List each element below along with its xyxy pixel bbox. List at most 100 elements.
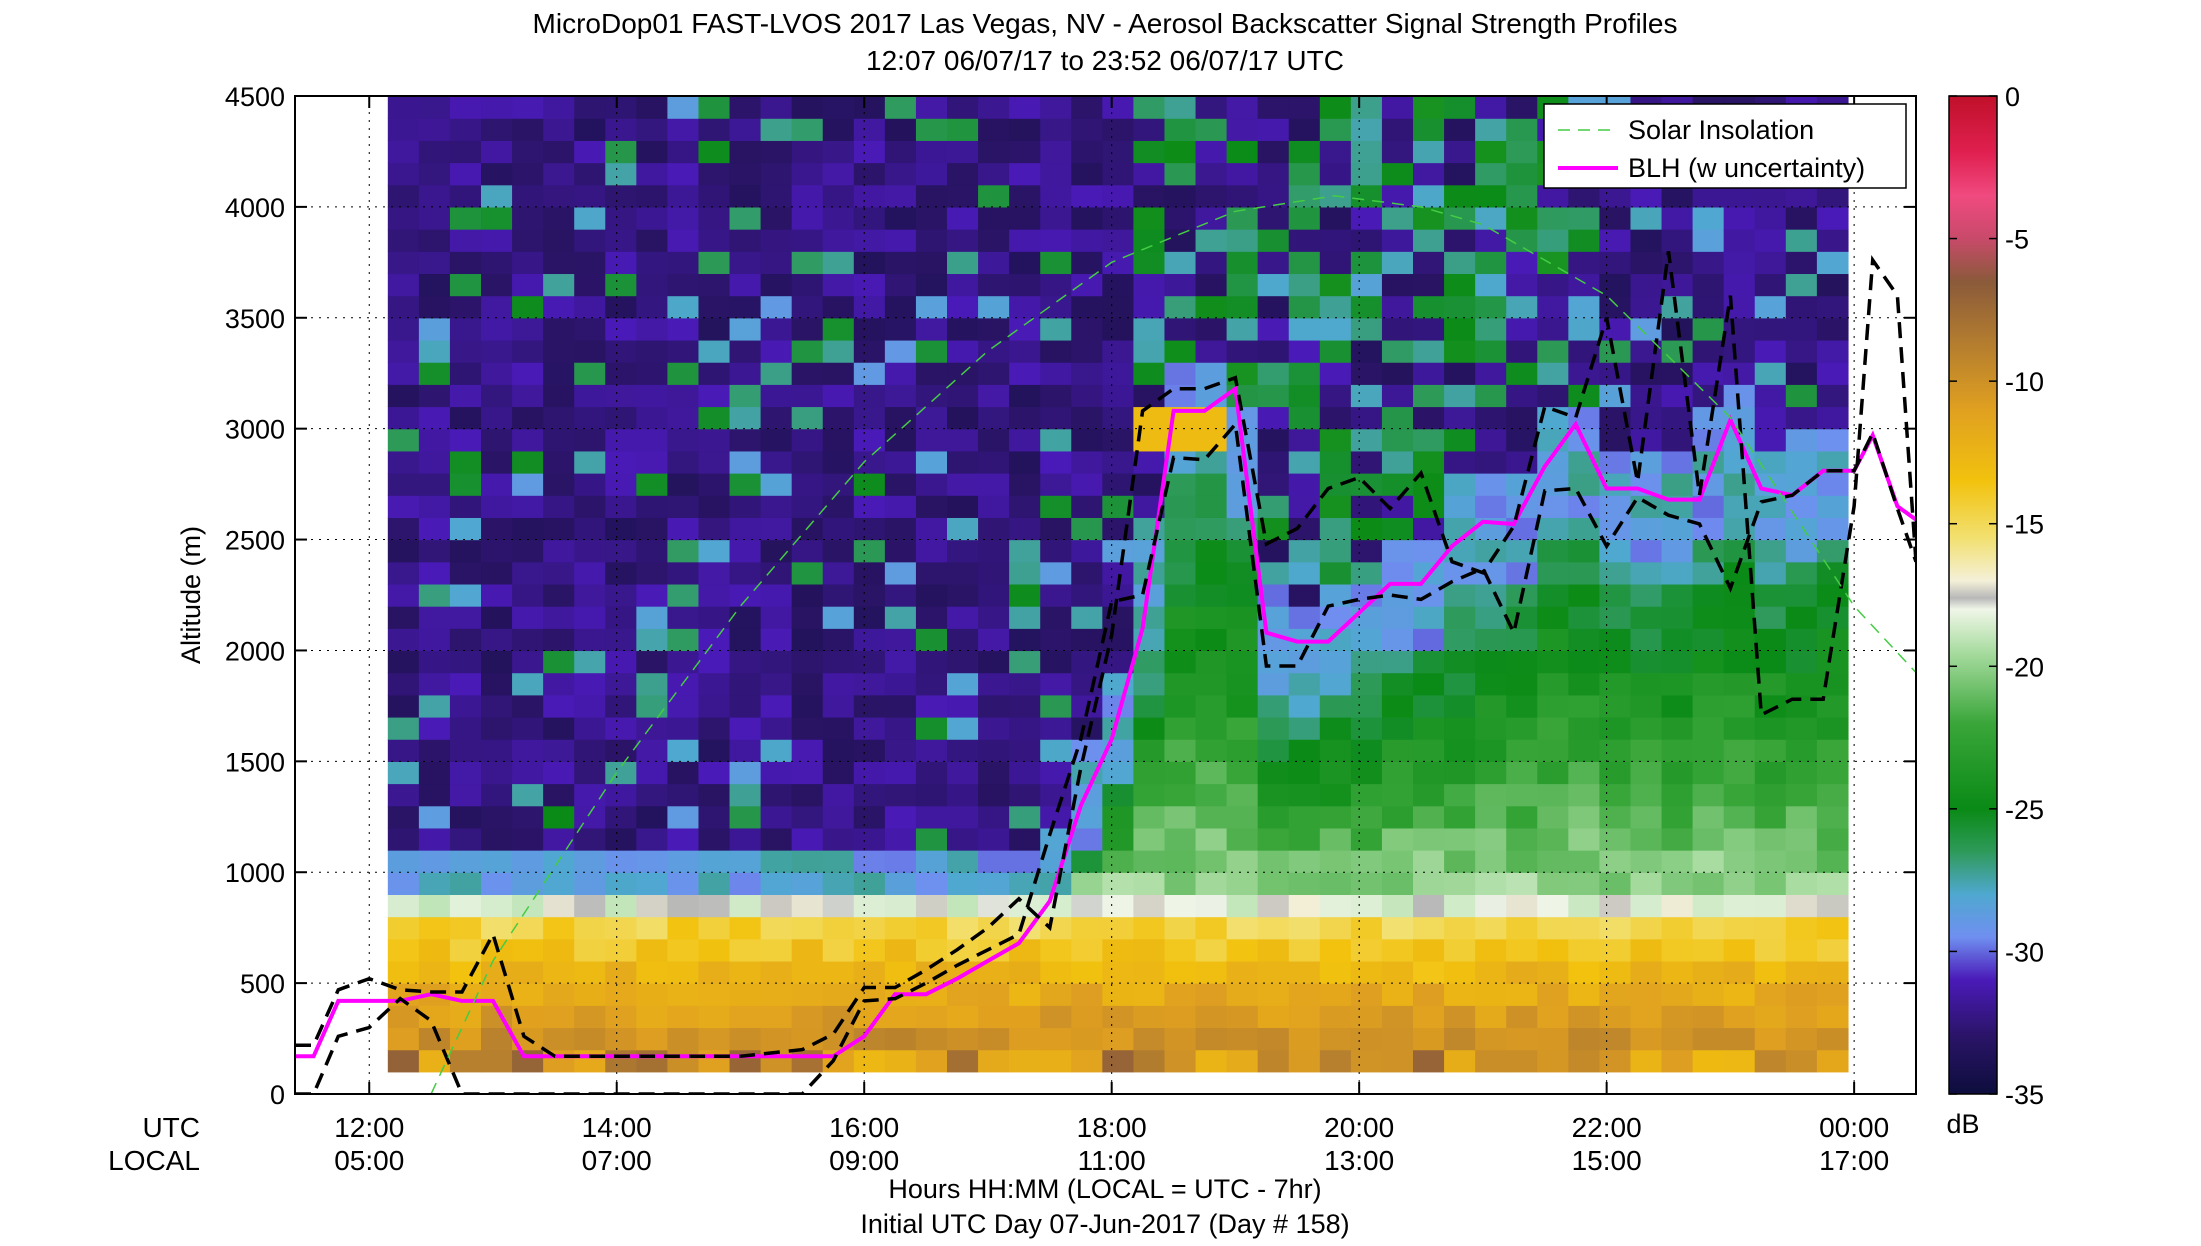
heatmap-cell	[853, 118, 886, 141]
heatmap-cell	[760, 606, 793, 629]
heatmap-cell	[1195, 628, 1228, 652]
heatmap-cell	[947, 783, 979, 807]
heatmap-cell	[760, 406, 793, 430]
heatmap-cell	[1537, 317, 1569, 341]
heatmap-cell	[543, 916, 575, 940]
heatmap-cell	[978, 495, 1010, 518]
heatmap-cell	[915, 517, 948, 541]
heatmap-cell	[1288, 872, 1321, 895]
heatmap-cell	[449, 872, 482, 895]
heatmap-cell	[1630, 894, 1663, 918]
heatmap-cell	[1785, 184, 1818, 208]
heatmap-cell	[1226, 739, 1259, 762]
heatmap-cell	[853, 827, 886, 851]
heatmap-cell	[978, 473, 1010, 496]
heatmap-cell	[1226, 827, 1259, 851]
heatmap-cell	[449, 561, 482, 585]
heatmap-cell	[1754, 583, 1787, 607]
heatmap-cell	[1288, 517, 1321, 541]
heatmap-cell	[418, 251, 451, 275]
heatmap-cell	[791, 983, 824, 1006]
heatmap-cell	[481, 583, 513, 607]
heatmap-cell	[884, 384, 917, 408]
heatmap-cell	[667, 96, 700, 119]
heatmap-cell	[1133, 339, 1166, 363]
heatmap-cell	[1164, 495, 1197, 518]
heatmap-cell	[667, 1027, 700, 1051]
heatmap-cell	[1723, 938, 1756, 962]
heatmap-cell	[1661, 428, 1694, 452]
heatmap-cell	[1568, 384, 1601, 408]
heatmap-cell	[791, 850, 824, 873]
heatmap-cell	[915, 916, 948, 940]
heatmap-cell	[512, 960, 544, 984]
heatmap-cell	[1040, 938, 1072, 962]
heatmap-cell	[760, 739, 793, 762]
heatmap-cell	[1164, 273, 1197, 297]
heatmap	[387, 96, 1849, 1073]
heatmap-cell	[1630, 872, 1663, 895]
heatmap-cell	[884, 251, 917, 275]
heatmap-cell	[698, 229, 731, 252]
heatmap-cell	[481, 362, 513, 385]
heatmap-cell	[978, 606, 1010, 629]
heatmap-cell	[1350, 517, 1383, 541]
heatmap-cell	[1102, 1005, 1135, 1029]
heatmap-cell	[698, 850, 731, 873]
heatmap-cell	[1102, 783, 1135, 807]
heatmap-cell	[791, 118, 824, 141]
heatmap-cell	[1692, 739, 1725, 762]
heatmap-cell	[1350, 916, 1383, 940]
heatmap-cell	[1009, 739, 1041, 762]
heatmap-cell	[760, 206, 793, 230]
heatmap-cell	[1040, 206, 1072, 230]
heatmap-cell	[1071, 539, 1103, 563]
heatmap-cell	[915, 850, 948, 873]
heatmap-cell	[853, 184, 886, 208]
heatmap-cell	[512, 716, 544, 740]
heatmap-cell	[1040, 251, 1072, 275]
heatmap-cell	[947, 650, 979, 674]
heatmap-cell	[1506, 406, 1538, 430]
heatmap-cell	[1723, 251, 1756, 275]
heatmap-cell	[1195, 1049, 1228, 1073]
heatmap-cell	[1319, 805, 1352, 829]
heatmap-cell	[1350, 539, 1383, 563]
heatmap-cell	[1537, 495, 1569, 518]
heatmap-cell	[1413, 672, 1445, 696]
heatmap-cell	[1785, 295, 1818, 319]
heatmap-cell	[1133, 850, 1166, 873]
heatmap-cell	[1009, 517, 1041, 541]
y-tick-label: 1000	[225, 858, 285, 888]
heatmap-cell	[822, 118, 855, 141]
heatmap-cell	[853, 872, 886, 895]
heatmap-cell	[1754, 960, 1787, 984]
heatmap-cell	[1226, 628, 1259, 652]
heatmap-cell	[667, 894, 700, 918]
heatmap-cell	[1164, 1049, 1197, 1073]
heatmap-cell	[512, 317, 544, 341]
heatmap-cell	[543, 628, 575, 652]
heatmap-cell	[1102, 827, 1135, 851]
heatmap-cell	[1537, 960, 1569, 984]
heatmap-cell	[1071, 1027, 1103, 1051]
heatmap-cell	[1599, 495, 1632, 518]
heatmap-cell	[636, 650, 669, 674]
heatmap-cell	[853, 140, 886, 164]
heatmap-cell	[1257, 339, 1290, 363]
heatmap-cell	[1288, 960, 1321, 984]
heatmap-cell	[1537, 694, 1569, 718]
heatmap-cell	[1568, 872, 1601, 895]
heatmap-cell	[1381, 362, 1414, 385]
heatmap-cell	[1319, 783, 1352, 807]
heatmap-cell	[1661, 606, 1694, 629]
heatmap-cell	[543, 495, 575, 518]
heatmap-cell	[1413, 938, 1445, 962]
heatmap-cell	[574, 960, 606, 984]
heatmap-cell	[1754, 295, 1787, 319]
heatmap-cell	[822, 140, 855, 164]
heatmap-cell	[760, 872, 793, 895]
heatmap-cell	[729, 184, 762, 208]
heatmap-cell	[915, 273, 948, 297]
heatmap-cell	[1630, 606, 1663, 629]
